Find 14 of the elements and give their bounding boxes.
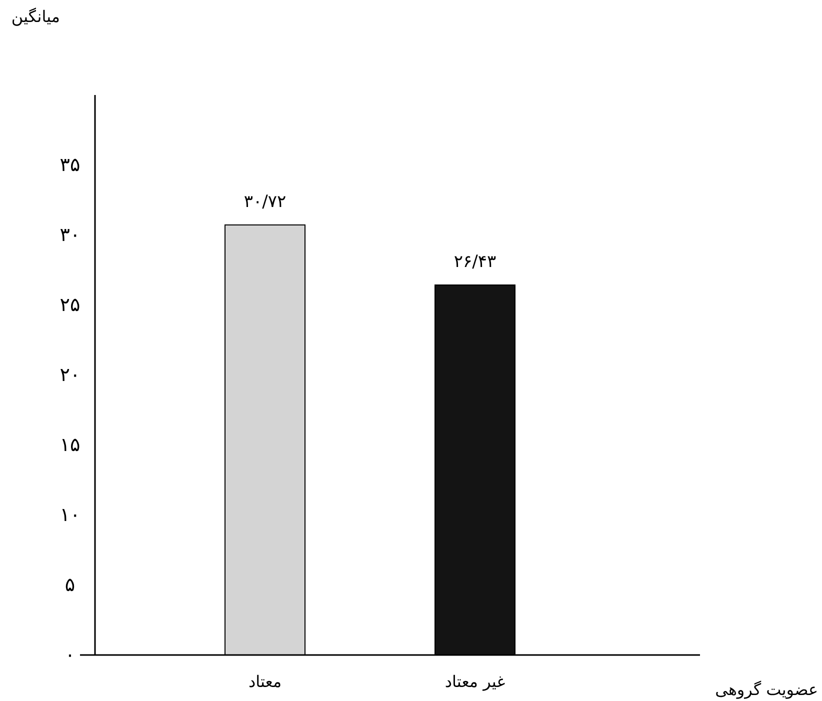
y-tick-label: ۳۰ [60, 224, 80, 246]
y-tick-label: ۳۵ [60, 154, 80, 176]
y-tick-label: ۰ [64, 644, 76, 666]
x-tick-label: غیر معتاد [444, 672, 506, 691]
y-axis-title: میانگین [11, 7, 60, 26]
y-tick-label: ۲۰ [60, 364, 80, 386]
data-label: ۳۰/۷۲ [244, 192, 286, 212]
y-tick-label: ۵ [64, 574, 76, 596]
x-tick-label: معتاد [248, 672, 282, 691]
y-tick-label: ۲۵ [60, 294, 80, 316]
data-label: ۲۶/۴۳ [454, 252, 496, 272]
x-axis-title: عضویت گروهی [715, 680, 818, 699]
y-tick-label: ۱۰ [60, 504, 80, 526]
y-tick-label: ۱۵ [60, 434, 80, 456]
